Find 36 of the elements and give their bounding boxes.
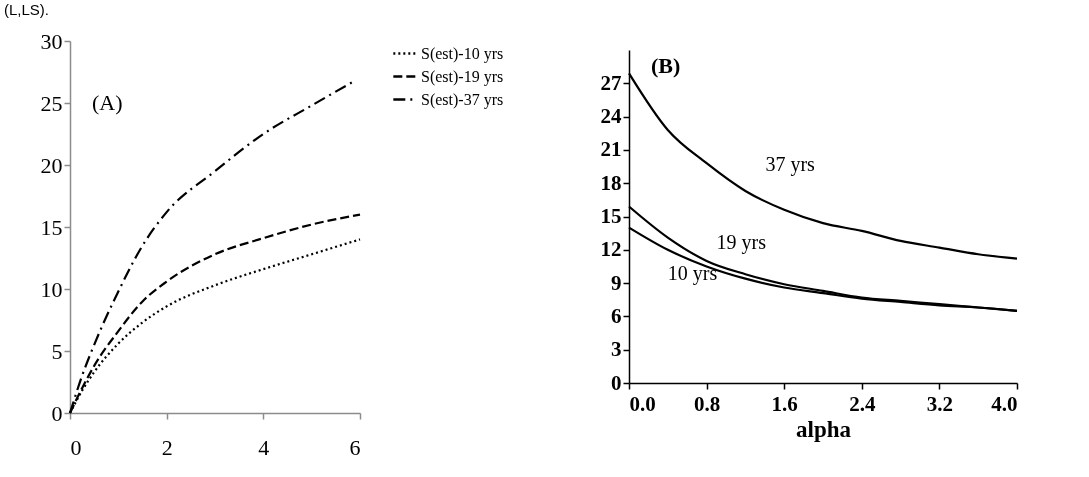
series-label: 10 yrs bbox=[667, 261, 718, 285]
legend-label: S(est)-37 yrs bbox=[421, 90, 504, 109]
series-label: 19 yrs bbox=[716, 230, 767, 254]
y-tick-label: 20 bbox=[40, 152, 63, 178]
x-tick-label: 3.2 bbox=[926, 391, 954, 416]
y-tick-label: 10 bbox=[40, 276, 63, 302]
y-tick-label: 24 bbox=[600, 104, 622, 129]
x-tick-label: 0.8 bbox=[693, 391, 721, 416]
annotation: (A) bbox=[92, 90, 123, 115]
y-tick-label: 15 bbox=[600, 204, 622, 228]
x-tick-label: 6 bbox=[349, 434, 361, 460]
series-label: 37 yrs bbox=[765, 152, 816, 176]
y-tick-label: 0 bbox=[611, 370, 622, 395]
y-tick-label: 5 bbox=[51, 338, 63, 364]
x-tick-label: 4 bbox=[258, 434, 270, 460]
y-tick-label: 21 bbox=[600, 137, 622, 162]
legend-label: S(est)-19 yrs bbox=[421, 67, 504, 86]
y-tick-label: 18 bbox=[600, 170, 622, 195]
text: (L,LS). bbox=[4, 1, 50, 19]
x-axis-title: alpha bbox=[796, 416, 852, 442]
x-tick-label: 0 bbox=[70, 434, 82, 460]
y-tick-label: 27 bbox=[600, 70, 622, 95]
y-tick-label: 3 bbox=[611, 337, 622, 362]
x-tick-label: 2 bbox=[161, 434, 173, 460]
y-tick-label: 9 bbox=[611, 270, 622, 295]
x-tick-label: 4.0 bbox=[991, 391, 1018, 416]
x-tick-label: 1.6 bbox=[771, 391, 798, 416]
y-tick-label: 15 bbox=[40, 214, 63, 240]
annotation: (B) bbox=[651, 53, 681, 78]
x-tick-label: 0.0 bbox=[629, 391, 656, 416]
y-tick-label: 30 bbox=[40, 28, 63, 54]
y-tick-label: 25 bbox=[40, 90, 63, 116]
x-tick-label: 2.4 bbox=[849, 391, 876, 416]
y-tick-label: 6 bbox=[611, 303, 622, 328]
legend-label: S(est)-10 yrs bbox=[421, 44, 504, 63]
y-tick-label: 12 bbox=[600, 237, 622, 262]
